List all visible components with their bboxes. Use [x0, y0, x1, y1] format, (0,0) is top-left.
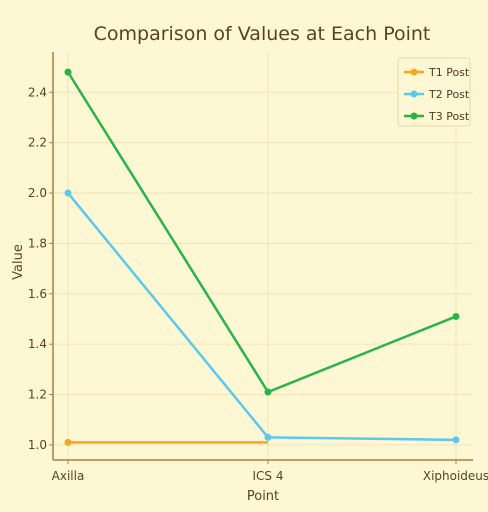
x-tick-label: ICS 4 — [253, 469, 284, 483]
x-axis-label: Point — [247, 489, 279, 504]
axes — [49, 52, 473, 464]
data-point-t3-post — [264, 388, 272, 396]
y-axis-label: Value — [11, 244, 26, 280]
chart-title: Comparison of Values at Each Point — [94, 23, 431, 45]
y-tick-label: 1.8 — [28, 236, 47, 250]
legend-label: T1 Post — [428, 66, 470, 79]
data-point-t2-post — [264, 433, 272, 441]
data-point-t3-post — [452, 312, 460, 320]
y-tick-label: 1.2 — [28, 388, 47, 402]
x-tick-label: Xiphoideus — [423, 469, 488, 483]
y-tick-label: 1.0 — [28, 438, 47, 452]
series-layer — [64, 68, 460, 446]
y-tick-label: 1.4 — [28, 337, 47, 351]
data-point-t2-post — [64, 189, 72, 197]
y-tick-label: 2.2 — [28, 136, 47, 150]
legend-label: T2 Post — [428, 88, 470, 101]
y-tick-label: 1.6 — [28, 287, 47, 301]
data-point-t3-post — [64, 68, 72, 76]
legend-label: T3 Post — [428, 110, 470, 123]
legend: T1 Post T2 Post T3 Post — [397, 57, 471, 127]
y-tick-labels: 1.0 1.2 1.4 1.6 1.8 2.0 2.2 2.4 — [28, 85, 47, 452]
legend-swatch-marker — [410, 90, 418, 98]
x-tick-labels: Axilla ICS 4 Xiphoideus — [52, 469, 488, 483]
legend-box — [397, 57, 471, 127]
y-tick-label: 2.0 — [28, 186, 47, 200]
x-tick-label: Axilla — [52, 469, 85, 483]
legend-swatch-marker — [410, 112, 418, 120]
data-point-t2-post — [452, 436, 460, 444]
series-line-t2-post — [67, 192, 457, 442]
y-tick-label: 2.4 — [28, 85, 47, 99]
data-point-t1-post — [64, 438, 72, 446]
legend-swatch-marker — [410, 68, 418, 76]
